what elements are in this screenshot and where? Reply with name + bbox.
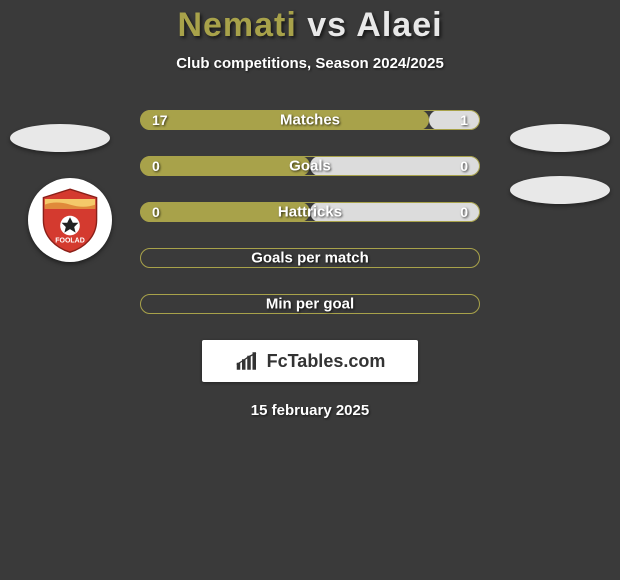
stat-bar-track — [140, 294, 480, 314]
brand-box[interactable]: FcTables.com — [202, 340, 418, 382]
stat-bar-left — [140, 110, 429, 130]
player2-name: Alaei — [356, 6, 442, 44]
stat-row: Goals per match — [140, 248, 480, 268]
stats-area: Matches171 Goals00 Hattricks00 Goals per ma… — [0, 110, 620, 314]
player1-name: Nemati — [177, 6, 296, 44]
stat-bar-right — [310, 202, 480, 222]
stat-bar-right — [310, 156, 480, 176]
stat-row: Matches171 — [140, 110, 480, 130]
stat-bar-left — [140, 156, 310, 176]
footer-date: 15 february 2025 — [251, 402, 369, 419]
stat-bar-left — [140, 202, 310, 222]
page-title: Nemati vs Alaei — [177, 6, 442, 45]
stat-row: Goals00 — [140, 156, 480, 176]
stat-bar-track — [140, 248, 480, 268]
stat-bars: Matches171 Goals00 Hattricks00 Goals per ma… — [140, 110, 480, 314]
bar-chart-icon — [235, 350, 263, 372]
stat-bar-track — [140, 156, 480, 176]
stat-bar-track — [140, 202, 480, 222]
stat-bar-left — [140, 248, 480, 268]
stat-row: Min per goal — [140, 294, 480, 314]
stat-bar-track — [140, 110, 480, 130]
subtitle: Club competitions, Season 2024/2025 — [176, 55, 444, 72]
brand-text: FcTables.com — [267, 351, 386, 372]
stat-row: Hattricks00 — [140, 202, 480, 222]
stat-bar-right — [429, 110, 480, 130]
stat-bar-left — [140, 294, 480, 314]
comparison-card: Nemati vs Alaei Club competitions, Seaso… — [0, 0, 620, 580]
vs-label: vs — [307, 6, 347, 44]
